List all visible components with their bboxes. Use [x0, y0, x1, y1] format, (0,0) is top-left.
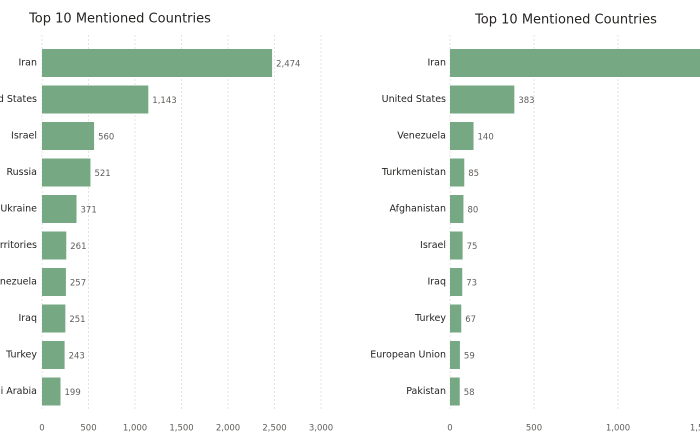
x-tick-label: 1,000: [606, 424, 630, 434]
y-tick-label: Russia: [6, 167, 37, 178]
y-tick-label: Venezuela: [397, 131, 446, 142]
y-tick-label: Afghanistan: [389, 204, 446, 215]
bar: [450, 49, 700, 77]
x-tick-label: 1,000: [123, 424, 147, 434]
bar: [42, 122, 95, 150]
bar: [42, 158, 91, 187]
y-tick-label: Iraq: [18, 313, 37, 324]
bar: [42, 85, 149, 114]
bar: [450, 158, 465, 187]
y-tick-label: Israel: [11, 131, 37, 142]
data-label: 73: [466, 279, 477, 289]
data-label: 560: [98, 133, 114, 143]
y-tick-label: Turkey: [5, 350, 37, 361]
bar: [450, 377, 460, 406]
data-label: 75: [467, 242, 478, 252]
x-tick-label: 500: [526, 424, 542, 434]
y-tick-label: enezuela: [0, 277, 37, 288]
bar: [42, 49, 273, 77]
y-tick-label: Ukraine: [0, 204, 37, 215]
chart-title: Top 10 Mentioned Countries: [474, 13, 657, 28]
y-tick-label: Iran: [427, 58, 446, 69]
bar: [42, 377, 61, 406]
data-label: 85: [468, 169, 479, 179]
bar: [450, 268, 463, 296]
x-tick-label: 2,500: [262, 424, 286, 434]
y-tick-label: European Union: [370, 350, 446, 361]
bar: [42, 195, 77, 223]
bar: [42, 304, 66, 333]
data-label: 80: [467, 206, 478, 216]
y-tick-label: Turkmenistan: [381, 167, 446, 178]
data-label: 2,474: [276, 60, 300, 70]
x-tick-label: 1,500: [690, 424, 700, 434]
data-label: 521: [94, 169, 110, 179]
bar: [42, 231, 67, 260]
y-tick-label: Iraq: [427, 277, 446, 288]
data-label: 257: [70, 279, 86, 289]
bar: [450, 231, 463, 260]
x-tick-label: 0: [39, 424, 44, 434]
x-tick-label: 3,000: [309, 424, 333, 434]
y-tick-label: United States: [382, 94, 446, 105]
bar: [450, 304, 462, 333]
data-label: 59: [464, 352, 475, 362]
y-tick-label: Israel: [420, 240, 446, 251]
data-label: 261: [70, 242, 86, 252]
y-tick-label: Turkey: [414, 313, 446, 324]
data-label: 371: [81, 206, 97, 216]
data-label: 243: [69, 352, 85, 362]
bar: [450, 122, 474, 150]
bar: [450, 341, 460, 369]
data-label: 251: [69, 315, 85, 325]
x-tick-label: 1,500: [169, 424, 193, 434]
x-tick-label: 2,000: [216, 424, 240, 434]
y-tick-label: Iran: [18, 58, 37, 69]
y-tick-label: ed States: [0, 94, 37, 105]
data-label: 58: [464, 388, 475, 398]
data-label: 67: [465, 315, 476, 325]
bar: [42, 268, 66, 296]
y-tick-label: di Arabia: [0, 386, 37, 397]
bar: [450, 195, 464, 223]
data-label: 383: [518, 96, 534, 106]
y-tick-label: Pakistan: [406, 386, 446, 397]
bar: [450, 85, 515, 114]
chart-title: Top 10 Mentioned Countries: [28, 12, 211, 27]
x-tick-label: 500: [80, 424, 96, 434]
x-tick-label: 0: [447, 424, 452, 434]
data-label: 199: [65, 388, 81, 398]
y-tick-label: erritories: [0, 240, 37, 251]
bar: [42, 341, 65, 369]
data-label: 140: [478, 133, 494, 143]
data-label: 1,143: [152, 96, 176, 106]
